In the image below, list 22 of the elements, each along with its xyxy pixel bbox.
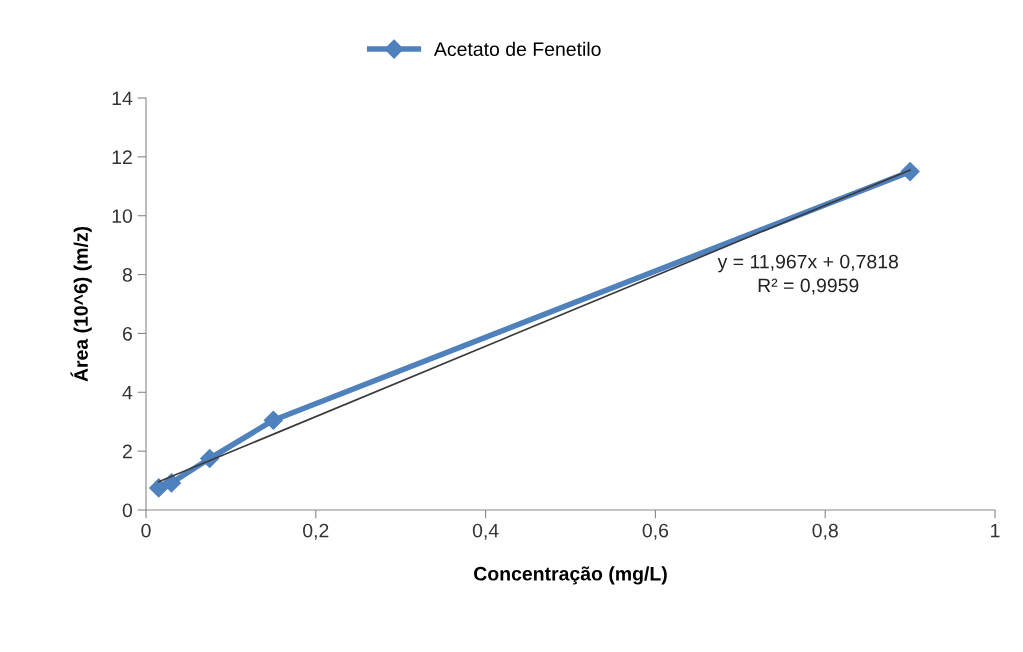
x-tick-label: 0,2 — [303, 523, 329, 540]
x-tick-label: 0,6 — [642, 523, 669, 540]
x-tick-label: 1 — [991, 523, 1000, 538]
y-axis-title: Área (10^6) (m/z) — [70, 226, 92, 382]
y-tick-label: 8 — [122, 268, 132, 282]
y-tick-label: 2 — [122, 444, 132, 459]
y-tick-label: 0 — [122, 503, 133, 518]
point — [161, 473, 182, 493]
legend-label: Acetato de Fenetilo — [433, 41, 601, 57]
x-axis-title: Concentração (mg/L) — [474, 566, 667, 585]
x-tick-label: 0,4 — [472, 523, 499, 540]
point — [900, 162, 920, 182]
annotation: y = 11,967x + 0,7818 R² = 0,9959 — [717, 254, 899, 295]
y-tick-label: 14 — [112, 91, 133, 106]
y-tick-label: 12 — [112, 150, 132, 164]
x-tick-label: 0 — [141, 523, 151, 538]
x-tick-label: 0,8 — [812, 523, 838, 540]
y-tick-label: 4 — [122, 385, 133, 400]
point — [149, 478, 169, 498]
point — [263, 410, 283, 430]
y-tick-label: 6 — [122, 326, 132, 341]
y-tick-label: 10 — [112, 209, 133, 223]
